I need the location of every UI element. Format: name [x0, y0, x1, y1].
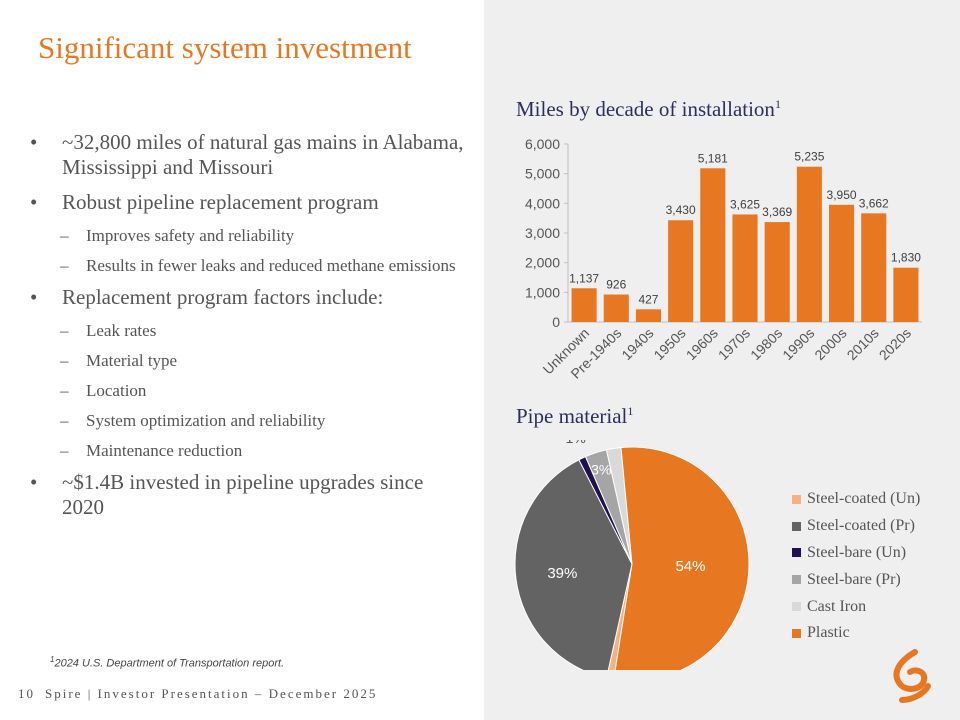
footnote-marker: 1 — [50, 655, 55, 664]
bar — [700, 168, 726, 322]
sub-bullet-item: Improves safety and reliability — [30, 225, 470, 246]
bullet-item: ~32,800 miles of natural gas mains in Al… — [30, 130, 470, 180]
bar-value-label: 926 — [606, 278, 626, 292]
legend-swatch — [792, 628, 801, 638]
bar-value-label: 427 — [638, 292, 658, 306]
sub-bullet-item: Results in fewer leaks and reduced metha… — [30, 255, 470, 276]
legend-item: Plastic — [792, 620, 920, 647]
bullet-item: Robust pipeline replacement program — [30, 190, 470, 215]
x-tick-label: 1990s — [779, 325, 817, 363]
legend-swatch — [792, 548, 801, 558]
pie-slice-label: 1% — [566, 440, 586, 446]
pie-chart-title-footnote-marker: 1 — [627, 404, 634, 418]
sub-bullet-item: System optimization and reliability — [30, 410, 470, 431]
bar — [732, 214, 758, 322]
bar-value-label: 1,137 — [569, 271, 599, 285]
legend-swatch — [792, 521, 801, 531]
legend-label: Steel-bare (Un) — [807, 543, 907, 561]
bar-value-label: 3,950 — [827, 188, 857, 202]
pie-legend: Steel-coated (Un) Steel-coated (Pr) Steel-… — [792, 486, 920, 647]
sub-bullet-item: Maintenance reduction — [30, 440, 470, 461]
legend-label: Steel-bare (Pr) — [807, 570, 901, 588]
legend-swatch — [792, 494, 801, 504]
legend-label: Steel-coated (Pr) — [807, 517, 915, 535]
pie-slice-label: 39% — [547, 565, 577, 582]
bar — [828, 204, 855, 322]
legend-label: Cast Iron — [807, 597, 867, 615]
pie-slice-label: 54% — [675, 558, 705, 575]
bar-value-label: 3,662 — [859, 196, 889, 210]
legend-label: Plastic — [807, 624, 850, 642]
bar — [668, 220, 694, 322]
slide-title: Significant system investment — [38, 30, 412, 65]
footnote: 12024 U.S. Department of Transportation … — [50, 655, 284, 670]
legend-item: Steel-coated (Un) — [792, 486, 920, 513]
x-tick-label: 1960s — [683, 325, 721, 363]
footnote-text: 2024 U.S. Department of Transportation r… — [54, 657, 285, 670]
pie-slice-label: 3% — [591, 461, 611, 477]
bar — [893, 267, 919, 322]
bar-chart-title-text: Miles by decade of installation — [516, 97, 775, 121]
bullet-list: ~32,800 miles of natural gas mains in Al… — [30, 130, 470, 530]
bar-value-label: 5,235 — [794, 150, 824, 164]
y-tick-label: 3,000 — [525, 225, 560, 241]
x-tick-label: 2010s — [844, 325, 882, 363]
pie-chart-title-text: Pipe material — [516, 404, 628, 428]
bar-value-label: 3,625 — [730, 197, 760, 211]
bar-chart-title: Miles by decade of installation1 — [516, 97, 781, 122]
y-tick-label: 6,000 — [525, 136, 560, 152]
legend-label: Steel-coated (Un) — [807, 490, 921, 508]
footer-text: Spire | Investor Presentation – December… — [45, 686, 378, 701]
x-tick-label: 1950s — [650, 325, 688, 363]
bar — [764, 222, 790, 322]
bar — [635, 309, 662, 322]
bar-value-label: 1,830 — [891, 251, 921, 265]
y-tick-label: 0 — [552, 314, 560, 330]
legend-swatch — [792, 575, 801, 585]
x-tick-label: 2000s — [811, 325, 849, 363]
bar-value-label: 3,430 — [666, 203, 696, 217]
y-tick-label: 4,000 — [525, 195, 560, 211]
legend-item: Steel-bare (Pr) — [792, 566, 920, 593]
legend-swatch — [792, 602, 801, 612]
legend-item: Steel-bare (Un) — [792, 540, 920, 567]
footer: 10 Spire | Investor Presentation – Decemb… — [18, 686, 377, 702]
x-tick-label: 1940s — [618, 325, 656, 363]
y-tick-label: 1,000 — [525, 284, 560, 300]
bar-value-label: 3,369 — [762, 205, 792, 219]
sub-bullet-item: Location — [30, 380, 470, 401]
sub-bullet-item: Leak rates — [30, 320, 470, 341]
spire-logo-icon — [893, 649, 931, 703]
legend-item: Cast Iron — [792, 593, 920, 620]
pie-chart: 1%39%1%3%2%54% — [514, 440, 750, 670]
bar — [861, 213, 887, 322]
x-tick-label: 1980s — [747, 325, 785, 363]
bar — [571, 288, 597, 322]
bar-chart-title-footnote-marker: 1 — [774, 97, 781, 111]
page-number: 10 — [18, 686, 35, 701]
y-tick-label: 5,000 — [525, 166, 560, 182]
bar — [603, 294, 629, 322]
pie-slice — [514, 459, 633, 670]
bar — [796, 166, 822, 322]
y-tick-label: 2,000 — [525, 255, 560, 271]
x-tick-label: 2020s — [876, 325, 914, 363]
bar-value-label: 5,181 — [698, 151, 728, 165]
legend-item: Steel-coated (Pr) — [792, 513, 920, 540]
bullet-item: ~$1.4B invested in pipeline upgrades sin… — [30, 470, 470, 520]
bar-chart: 01,0002,0003,0004,0005,0006,0001,137Unkn… — [525, 136, 922, 382]
bullet-item: Replacement program factors include: — [30, 285, 470, 310]
pie-chart-title: Pipe material1 — [516, 404, 633, 429]
x-tick-label: 1970s — [715, 325, 753, 363]
sub-bullet-item: Material type — [30, 350, 470, 371]
pie-slice — [614, 446, 750, 670]
